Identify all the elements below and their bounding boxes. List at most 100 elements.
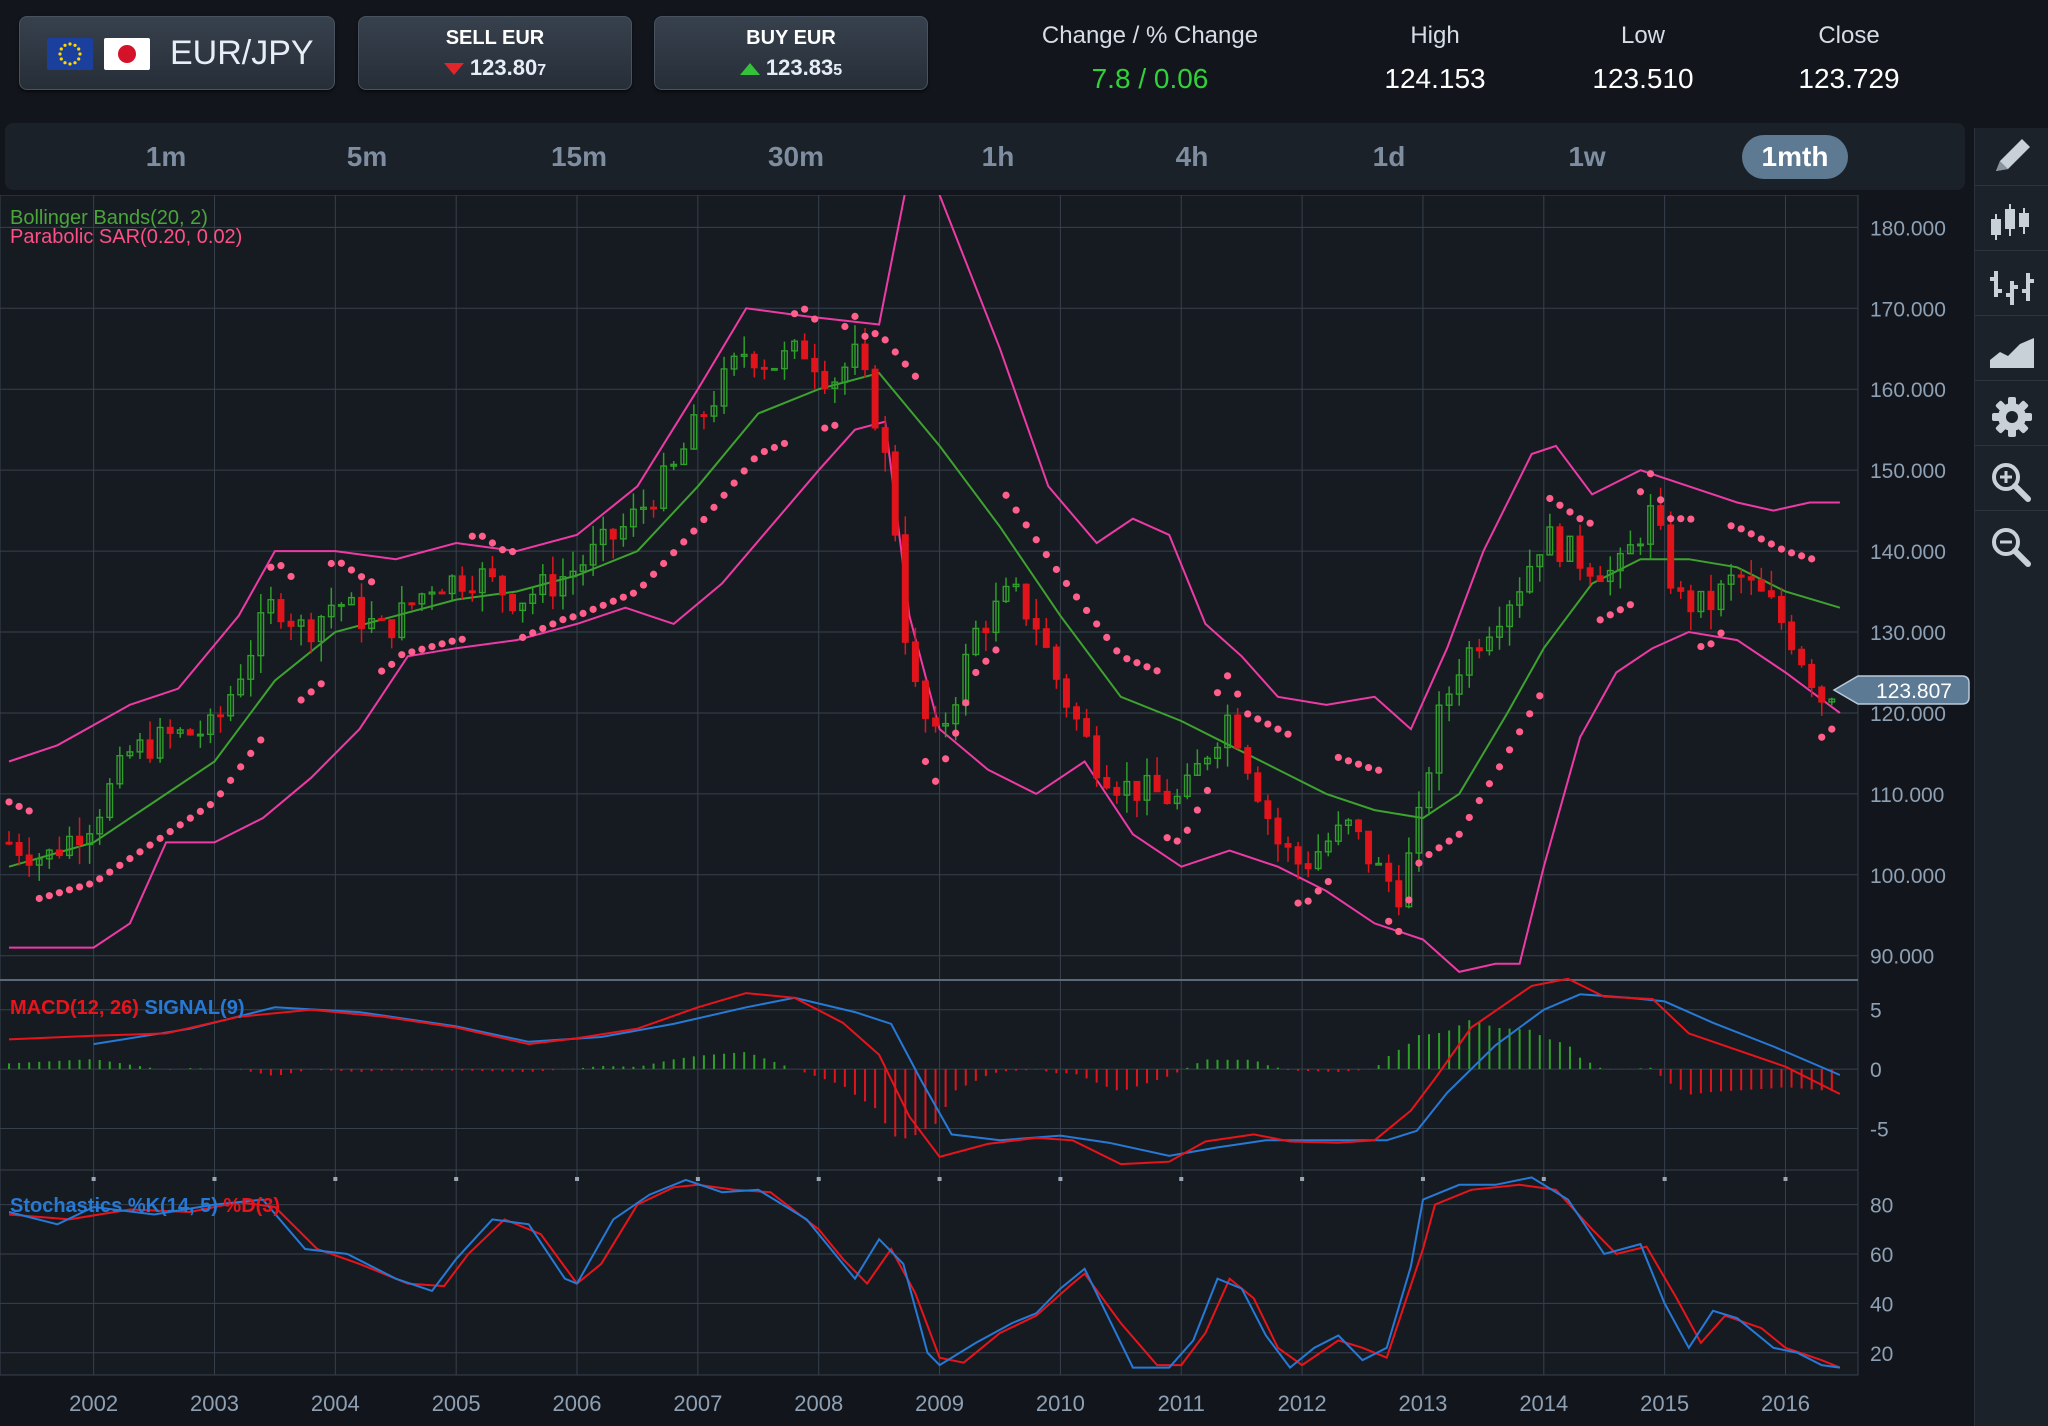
change-label: Change / % Change xyxy=(1041,22,1259,49)
candle xyxy=(499,575,506,596)
candle xyxy=(156,726,164,759)
price-chart[interactable]: 180.000 170.000 160.000 150.000 140.000 130.0… xyxy=(0,195,1972,1426)
candle xyxy=(1284,843,1292,848)
timeframe-1d[interactable]: 1d xyxy=(1372,141,1406,172)
candle xyxy=(307,619,315,643)
sar-dot xyxy=(267,563,275,571)
candle xyxy=(1032,618,1040,630)
sell-price-pip: 7 xyxy=(537,62,547,79)
sell-price-main: 123.80 xyxy=(469,55,538,80)
candle xyxy=(1395,880,1403,908)
eu-star xyxy=(68,62,72,66)
timeframe-1m[interactable]: 1m xyxy=(145,141,187,172)
sar-dot xyxy=(1213,689,1222,697)
candle xyxy=(1475,647,1483,652)
x-tick-label: 2004 xyxy=(311,1391,360,1416)
sar-dot xyxy=(1022,521,1030,529)
sar-dot xyxy=(65,886,74,894)
candle xyxy=(801,340,809,360)
candle xyxy=(1767,590,1775,598)
area-chart-icon xyxy=(1990,338,2034,368)
x-tick-label: 2015 xyxy=(1640,1391,1689,1416)
candle xyxy=(660,465,668,509)
macd-panel xyxy=(8,977,1841,1166)
candle xyxy=(237,678,245,696)
candle xyxy=(55,849,63,857)
sar-dot xyxy=(478,532,486,540)
timeframe-1w[interactable]: 1w xyxy=(1568,141,1606,172)
candle xyxy=(710,405,718,417)
zoom-in-button[interactable] xyxy=(1975,453,2048,511)
candle xyxy=(1203,757,1211,765)
buy-button[interactable]: BUY EUR 123.835 xyxy=(654,16,928,90)
sar-dot xyxy=(740,467,748,475)
sar-dot xyxy=(398,651,406,659)
sar-dot xyxy=(1556,501,1564,509)
y-tick-label: 150.000 xyxy=(1870,460,1946,483)
sar-dot xyxy=(1667,515,1675,523)
candlestick-series xyxy=(5,325,1836,916)
sar-dot xyxy=(831,421,839,429)
sar-dot xyxy=(811,315,819,323)
down-arrow-icon xyxy=(443,63,464,76)
sar-dot xyxy=(1677,515,1685,523)
sar-dot xyxy=(1082,606,1091,615)
sar-dot xyxy=(1123,655,1131,663)
draw-tool-button[interactable] xyxy=(1975,128,2048,186)
candle xyxy=(1606,569,1614,583)
panel-resize-handle xyxy=(816,1177,821,1181)
timeframe-5m[interactable]: 5m xyxy=(346,141,388,172)
candle xyxy=(670,463,678,467)
sar-dot xyxy=(1576,515,1584,523)
timeframe-30m[interactable]: 30m xyxy=(767,141,825,172)
sar-dot xyxy=(1375,766,1383,774)
sar-dot xyxy=(1687,515,1695,523)
eu-star xyxy=(77,57,81,61)
sar-dot xyxy=(519,633,527,642)
timeframe-1h[interactable]: 1h xyxy=(981,141,1015,172)
candlestick-chart-button[interactable] xyxy=(1975,193,2048,251)
macd-line xyxy=(8,977,1841,1166)
candle xyxy=(972,627,980,656)
sar-dot xyxy=(1425,850,1433,859)
sar-dot xyxy=(35,894,43,903)
sar-dot xyxy=(96,875,104,883)
candle xyxy=(1224,714,1232,749)
eu-star xyxy=(73,61,77,65)
candle xyxy=(448,575,456,595)
panel-resize-handle xyxy=(695,1177,700,1181)
timeframe-15m[interactable]: 15m xyxy=(550,141,608,172)
panel-resize-handle xyxy=(1420,1177,1425,1181)
settings-button[interactable] xyxy=(1975,388,2048,446)
candle xyxy=(247,654,255,680)
zoom-out-button[interactable] xyxy=(1975,518,2048,576)
timeframe-1mth[interactable]: 1mth xyxy=(1742,135,1848,179)
sar-dot xyxy=(942,755,950,763)
stoch-legend-k-name: %K(14, 5) xyxy=(128,1195,218,1217)
sar-dot xyxy=(1475,797,1483,805)
sar-dot xyxy=(1113,647,1121,655)
sar-dot xyxy=(1757,535,1765,543)
sell-button[interactable]: SELL EUR 123.807 xyxy=(358,16,632,90)
candle xyxy=(76,835,84,846)
candle xyxy=(1193,763,1201,776)
candle xyxy=(509,594,517,612)
low-value: 123.510 xyxy=(1592,63,1694,94)
timeframe-4h[interactable]: 4h xyxy=(1175,141,1209,172)
x-tick-label: 2011 xyxy=(1158,1391,1205,1416)
sar-dot xyxy=(146,841,154,849)
candle xyxy=(1455,674,1463,695)
candle xyxy=(398,602,406,639)
eu-star xyxy=(58,52,62,56)
sar-dot xyxy=(629,589,638,597)
sar-dot xyxy=(1505,746,1514,754)
sar-dot xyxy=(428,642,436,651)
sar-dot xyxy=(1717,629,1725,637)
ohlc-chart-button[interactable] xyxy=(1975,258,2048,316)
candle xyxy=(5,841,13,845)
instrument-selector[interactable]: EUR/JPY xyxy=(19,16,335,90)
candle xyxy=(650,506,658,510)
area-chart-button[interactable] xyxy=(1975,323,2048,381)
candle xyxy=(781,350,788,370)
sar-dot xyxy=(106,868,114,876)
